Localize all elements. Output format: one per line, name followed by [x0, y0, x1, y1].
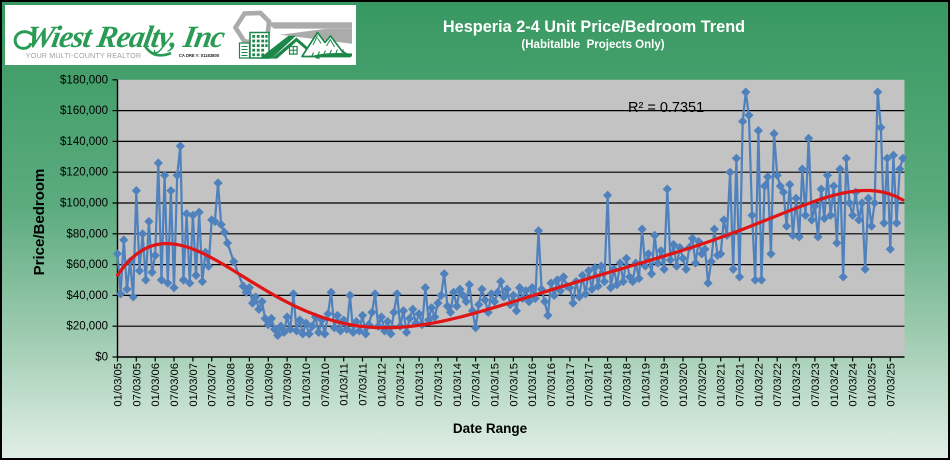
- svg-text:07/03/06: 07/03/06: [169, 363, 181, 407]
- svg-text:01/03/21: 01/03/21: [716, 363, 728, 407]
- svg-text:07/03/08: 07/03/08: [244, 363, 256, 407]
- svg-text:07/03/05: 07/03/05: [131, 363, 143, 407]
- svg-text:07/03/17: 07/03/17: [584, 363, 596, 407]
- svg-text:07/03/20: 07/03/20: [697, 363, 709, 407]
- svg-text:07/03/14: 07/03/14: [471, 363, 483, 407]
- svg-text:07/03/22: 07/03/22: [772, 363, 784, 407]
- svg-text:07/03/24: 07/03/24: [848, 363, 860, 407]
- svg-text:07/03/07: 07/03/07: [207, 363, 219, 407]
- svg-text:01/03/08: 01/03/08: [226, 363, 238, 407]
- svg-text:$120,000: $120,000: [60, 167, 108, 179]
- svg-text:01/03/06: 01/03/06: [150, 363, 162, 407]
- svg-text:07/03/12: 07/03/12: [395, 363, 407, 407]
- svg-text:07/03/09: 07/03/09: [282, 363, 294, 407]
- svg-text:01/03/19: 01/03/19: [640, 363, 652, 407]
- svg-text:01/03/22: 01/03/22: [753, 363, 765, 407]
- svg-text:07/03/10: 07/03/10: [320, 363, 332, 407]
- svg-text:01/03/25: 01/03/25: [867, 363, 879, 407]
- svg-text:01/03/18: 01/03/18: [603, 363, 615, 407]
- svg-text:01/03/13: 01/03/13: [414, 363, 426, 407]
- svg-text:07/03/23: 07/03/23: [810, 363, 822, 407]
- svg-text:$60,000: $60,000: [66, 259, 108, 271]
- svg-text:01/03/20: 01/03/20: [678, 363, 690, 407]
- svg-text:07/03/19: 07/03/19: [659, 363, 671, 407]
- svg-text:Date Range: Date Range: [453, 421, 528, 436]
- svg-text:$180,000: $180,000: [60, 74, 108, 86]
- svg-text:07/03/25: 07/03/25: [885, 363, 897, 407]
- svg-text:01/03/07: 01/03/07: [188, 363, 200, 407]
- svg-text:01/03/23: 01/03/23: [791, 363, 803, 407]
- svg-text:07/03/11: 07/03/11: [358, 363, 370, 406]
- svg-text:Wiest Realty, Inc: Wiest Realty, Inc: [24, 19, 228, 54]
- svg-text:$40,000: $40,000: [66, 290, 108, 302]
- svg-text:07/03/21: 07/03/21: [735, 363, 747, 407]
- svg-text:01/03/05: 01/03/05: [113, 363, 125, 407]
- svg-text:$140,000: $140,000: [60, 136, 108, 148]
- svg-text:01/03/10: 01/03/10: [301, 363, 313, 407]
- svg-text:07/03/15: 07/03/15: [508, 363, 520, 407]
- svg-text:01/03/24: 01/03/24: [829, 363, 841, 407]
- svg-text:01/03/09: 01/03/09: [263, 363, 275, 407]
- svg-text:Hesperia 2-4 Unit Price/Bedroo: Hesperia 2-4 Unit Price/Bedroom Trend: [443, 18, 745, 36]
- svg-text:01/03/14: 01/03/14: [452, 363, 464, 407]
- svg-text:Price/Bedroom: Price/Bedroom: [31, 169, 48, 276]
- svg-text:CA DRE #: 01183800: CA DRE #: 01183800: [179, 53, 220, 58]
- svg-text:01/03/17: 01/03/17: [565, 363, 577, 407]
- svg-text:07/03/16: 07/03/16: [546, 363, 558, 407]
- svg-text:$80,000: $80,000: [66, 228, 108, 240]
- svg-text:01/03/16: 01/03/16: [527, 363, 539, 407]
- svg-text:$100,000: $100,000: [60, 198, 108, 210]
- svg-text:$0: $0: [95, 352, 108, 364]
- svg-text:07/03/18: 07/03/18: [621, 363, 633, 407]
- svg-text:07/03/13: 07/03/13: [433, 363, 445, 407]
- svg-text:$20,000: $20,000: [66, 321, 108, 333]
- svg-text:01/03/12: 01/03/12: [376, 363, 388, 407]
- svg-text:R² = 0.7351: R² = 0.7351: [628, 100, 704, 116]
- svg-text:YOUR MULTI-COUNTY REALTOR: YOUR MULTI-COUNTY REALTOR: [26, 51, 141, 60]
- svg-text:(Habitalble Projects Only): (Habitalble Projects Only): [521, 39, 664, 51]
- svg-text:01/03/15: 01/03/15: [490, 363, 502, 407]
- svg-text:01/03/11: 01/03/11: [339, 363, 351, 406]
- svg-text:$160,000: $160,000: [60, 105, 108, 117]
